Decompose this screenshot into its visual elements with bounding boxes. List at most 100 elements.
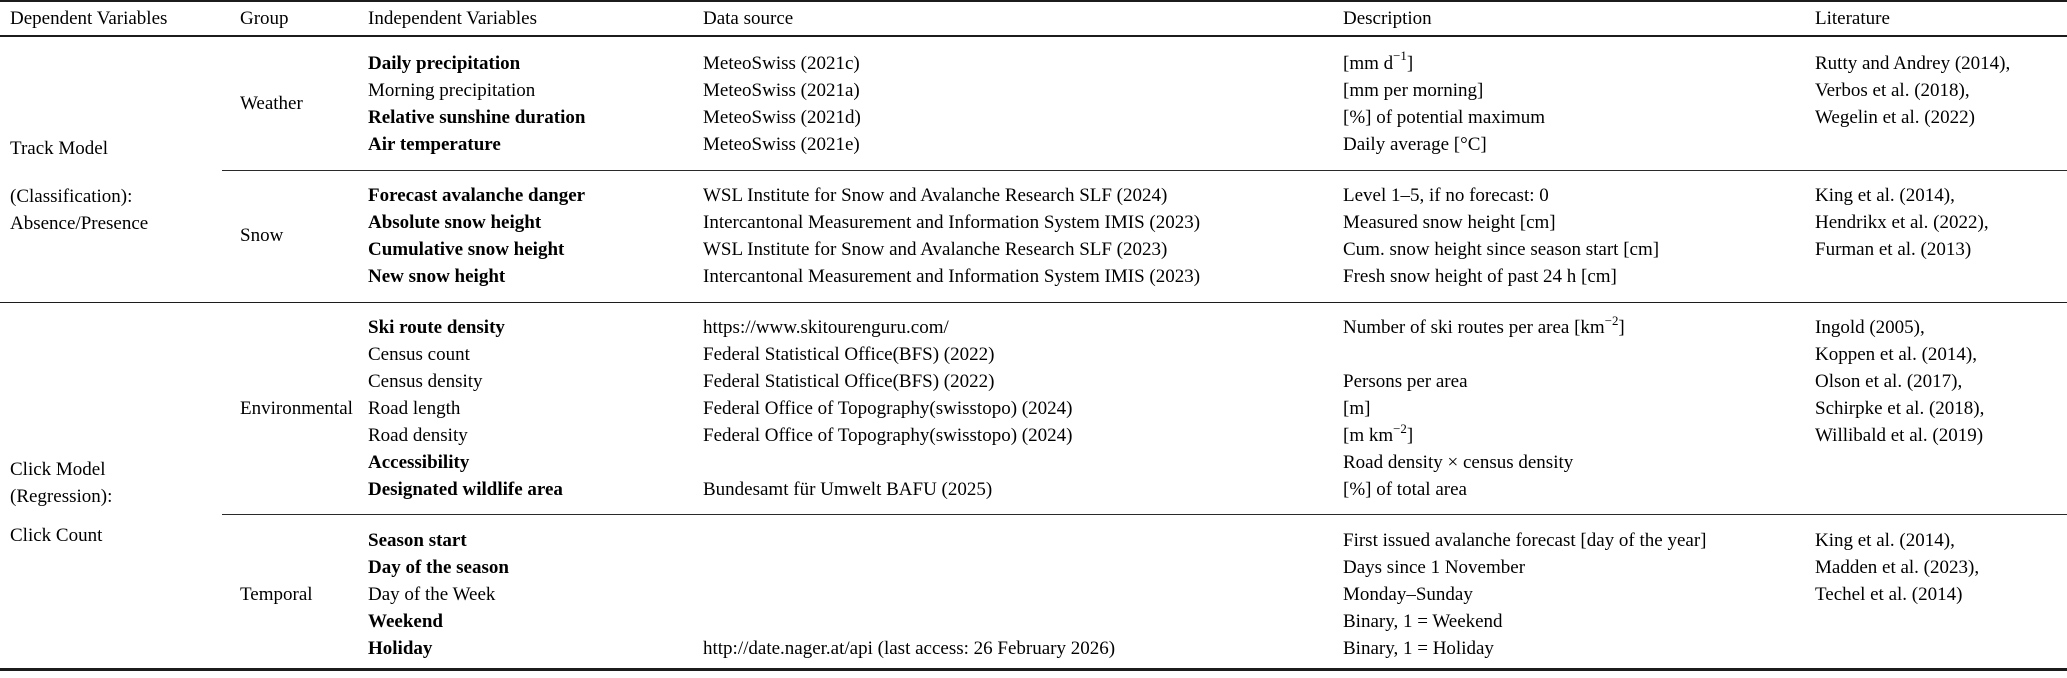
table-header-row: Dependent Variables Group Independent Va… [0, 2, 2067, 35]
independent-variable: Accessibility [368, 452, 470, 474]
independent-variable: Holiday [368, 638, 433, 660]
literature-entry: Wegelin et al. (2022) [1815, 106, 1975, 128]
independent-variable: Forecast avalanche danger [368, 184, 586, 206]
data-source-cell: WSL Institute for Snow and Avalanche Res… [703, 182, 1343, 290]
description: Daily average [°C] [1343, 133, 1487, 155]
group-label: Snow [240, 224, 284, 246]
literature-entry: Hendrikx et al. (2022), [1815, 211, 1989, 233]
group-cell: Snow [240, 182, 368, 290]
description [1343, 341, 1815, 368]
independent-variables-cell: Season start Day of the season Day of the … [368, 527, 703, 662]
description: Road density × census density [1343, 452, 1574, 474]
col-header-group: Group [240, 7, 289, 29]
superscript: −2 [1393, 420, 1407, 436]
group-label: Environmental [240, 397, 353, 419]
literature-entry: Furman et al. (2013) [1815, 238, 1972, 260]
description: [mm per morning] [1343, 79, 1484, 101]
data-source-cell: http://date.nager.at/api (last access: 2… [703, 527, 1343, 662]
col-header-dependent-variables: Dependent Variables [10, 7, 168, 29]
table-bottom-rule [0, 668, 2067, 672]
group-divider-rule [222, 514, 2067, 516]
data-source [703, 608, 1343, 635]
description: Days since 1 November [1343, 557, 1526, 579]
group-label: Weather [240, 92, 303, 114]
data-source: MeteoSwiss (2021c) [703, 52, 860, 74]
table-top-rule [0, 0, 2067, 2]
data-source: Federal Statistical Office(BFS) (2022) [703, 344, 995, 366]
data-source: http://date.nager.at/api (last access: 2… [703, 638, 1116, 660]
col-header-data-source: Data source [703, 7, 794, 29]
group-divider-rule [222, 169, 2067, 171]
independent-variable: Road length [368, 398, 461, 420]
group-band: Weather Daily precipitation Morning preci… [222, 37, 2067, 170]
data-source [703, 554, 1343, 581]
description: Persons per area [1343, 371, 1468, 393]
description-cell: Number of ski routes per area [km−2] Pers… [1343, 314, 1815, 503]
description: Level 1–5, if no forecast: 0 [1343, 184, 1549, 206]
description: Binary, 1 = Holiday [1343, 638, 1494, 660]
group-label: Temporal [240, 583, 313, 605]
group-cell: Environmental [240, 314, 368, 503]
description-cell: [mm d−1] [mm per morning] [%] of potential… [1343, 47, 1815, 158]
table-section: Track Model (Classification): Absence/Pr… [0, 37, 2067, 302]
description: Measured snow height [cm] [1343, 211, 1556, 233]
superscript: −1 [1393, 47, 1407, 63]
description-cell: First issued avalanche forecast [day of … [1343, 527, 1815, 662]
literature-entry: Willibald et al. (2019) [1815, 425, 1984, 447]
independent-variable: Road density [368, 425, 468, 447]
literature-entry: Olson et al. (2017), [1815, 371, 1963, 393]
table-section: Click Model (Regression): Click Count En… [0, 303, 2067, 668]
dependent-variable-line: Click Model [10, 459, 106, 481]
data-source: Intercantonal Measurement and Informatio… [703, 211, 1201, 233]
groups-column: Weather Daily precipitation Morning preci… [222, 37, 2067, 302]
literature-entry: Koppen et al. (2014), [1815, 344, 1977, 366]
description: [%] of potential maximum [1343, 106, 1546, 128]
data-source: Intercantonal Measurement and Informatio… [703, 265, 1201, 287]
data-source: MeteoSwiss (2021a) [703, 79, 860, 101]
data-source: Federal Office of Topography(swisstopo) … [703, 425, 1073, 447]
independent-variables-cell: Forecast avalanche danger Absolute snow h… [368, 182, 703, 290]
independent-variable: Relative sunshine duration [368, 106, 586, 128]
literature-cell: Ingold (2005), Koppen et al. (2014), Olson… [1815, 314, 2067, 503]
independent-variable: Day of the season [368, 557, 509, 579]
description: Binary, 1 = Weekend [1343, 611, 1503, 633]
independent-variable: Morning precipitation [368, 79, 536, 101]
independent-variable: Census density [368, 371, 483, 393]
literature-cell: Rutty and Andrey (2014), Verbos et al. (2… [1815, 50, 2067, 158]
data-source: Federal Office of Topography(swisstopo) … [703, 398, 1073, 420]
independent-variables-cell: Daily precipitation Morning precipitation… [368, 50, 703, 158]
data-source [703, 581, 1343, 608]
dependent-variable-line: Track Model [10, 137, 108, 159]
superscript: −2 [1604, 312, 1619, 328]
description: [m km−2] [1343, 420, 1414, 447]
independent-variable: Census count [368, 344, 470, 366]
section-divider-rule [0, 301, 2067, 304]
independent-variables-cell: Ski route density Census count Census dens… [368, 314, 703, 503]
independent-variable: Air temperature [368, 133, 501, 155]
data-source: Federal Statistical Office(BFS) (2022) [703, 371, 995, 393]
group-band: Environmental Ski route density Census co… [222, 303, 2067, 514]
col-header-literature: Literature [1815, 7, 1890, 29]
independent-variable: Designated wildlife area [368, 479, 563, 501]
dependent-variable-line: (Regression): [10, 486, 113, 508]
data-source-cell: MeteoSwiss (2021c) MeteoSwiss (2021a) Mete… [703, 50, 1343, 158]
description: Cum. snow height since season start [cm] [1343, 238, 1660, 260]
description: Number of ski routes per area [km−2] [1343, 312, 1625, 339]
data-source [703, 449, 1343, 476]
groups-column: Environmental Ski route density Census co… [222, 303, 2067, 668]
data-source-cell: https://www.skitourenguru.com/Federal St… [703, 314, 1343, 503]
description: [%] of total area [1343, 479, 1467, 501]
data-source: MeteoSwiss (2021d) [703, 106, 861, 128]
data-source: MeteoSwiss (2021e) [703, 133, 860, 155]
dependent-variable-line: Click Count [10, 525, 103, 547]
independent-variable: Day of the Week [368, 584, 496, 606]
dependent-variable-cell: Click Model (Regression): Click Count [0, 303, 222, 668]
independent-variable: Cumulative snow height [368, 238, 565, 260]
header-rule [0, 35, 2067, 37]
literature-entry: Schirpke et al. (2018), [1815, 398, 1985, 420]
col-header-description: Description [1343, 7, 1432, 29]
independent-variable: Daily precipitation [368, 52, 521, 74]
group-cell: Weather [240, 50, 368, 158]
data-source: Bundesamt für Umwelt BAFU (2025) [703, 479, 993, 501]
